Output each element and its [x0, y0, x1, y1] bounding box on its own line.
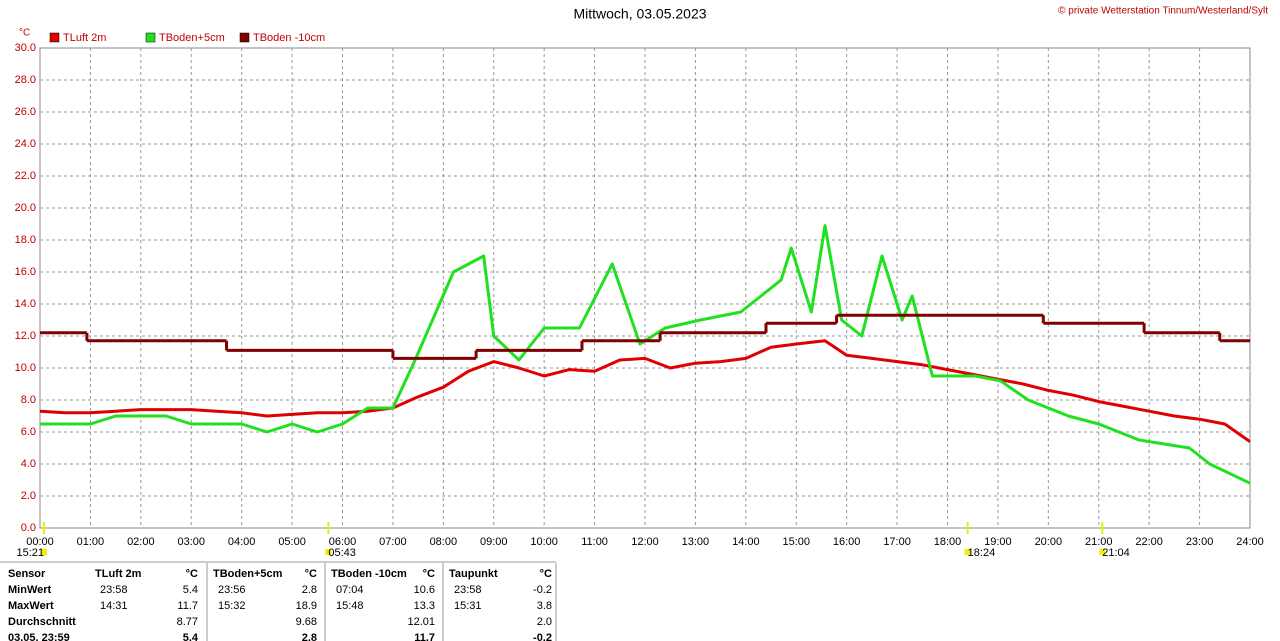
x-tick-label: 10:00 — [530, 536, 558, 548]
y-tick-label: 20.0 — [15, 202, 36, 214]
x-tick-label: 15:00 — [782, 536, 810, 548]
cell-value: 5.4 — [183, 632, 199, 641]
x-tick-label: 11:00 — [581, 536, 608, 548]
x-tick-label: 16:00 — [833, 536, 861, 548]
x-tick-label: 22:00 — [1135, 536, 1163, 548]
table-header: TBoden+5cm — [213, 568, 283, 580]
annotation-label: 15:21 — [17, 547, 45, 559]
cell-time: 23:56 — [218, 584, 246, 596]
row-label: MinWert — [8, 584, 52, 596]
y-tick-label: 10.0 — [15, 362, 36, 374]
cell-value: 2.8 — [302, 632, 317, 641]
cell-time: 15:31 — [454, 600, 482, 612]
x-tick-label: 02:00 — [127, 536, 155, 548]
x-tick-label: 09:00 — [480, 536, 508, 548]
legend-label: TBoden -10cm — [253, 32, 325, 44]
legend-label: TBoden+5cm — [159, 32, 225, 44]
table-header: Taupunkt — [449, 568, 498, 580]
table-header: °C — [305, 568, 317, 580]
cell-value: 10.6 — [414, 584, 435, 596]
row-label: MaxWert — [8, 600, 54, 612]
table-header: TLuft 2m — [95, 568, 142, 580]
cell-time: 14:31 — [100, 600, 128, 612]
cell-value: 8.77 — [177, 616, 198, 628]
x-tick-label: 07:00 — [379, 536, 407, 548]
chart-title: Mittwoch, 03.05.2023 — [573, 6, 706, 22]
x-tick-label: 06:00 — [329, 536, 357, 548]
legend-swatch — [239, 32, 250, 43]
y-tick-label: 4.0 — [21, 458, 36, 470]
x-tick-label: 20:00 — [1035, 536, 1063, 548]
y-tick-label: 18.0 — [15, 234, 36, 246]
cell-value: 11.7 — [177, 600, 198, 612]
annotation-icon — [41, 549, 48, 555]
x-tick-label: 04:00 — [228, 536, 256, 548]
annotation-label: 18:24 — [968, 547, 996, 559]
legend-swatch — [145, 32, 156, 43]
y-tick-label: 22.0 — [15, 170, 36, 182]
cell-time: 23:58 — [454, 584, 482, 596]
x-tick-label: 13:00 — [682, 536, 710, 548]
y-tick-label: 14.0 — [15, 298, 36, 310]
annotation-label: 21:04 — [1102, 547, 1130, 559]
table-header: °C — [540, 568, 552, 580]
cell-value: 12.01 — [407, 616, 435, 628]
cell-value: -0.2 — [533, 632, 552, 641]
cell-value: 11.7 — [414, 632, 435, 641]
y-tick-label: 26.0 — [15, 106, 36, 118]
x-tick-label: 12:00 — [631, 536, 659, 548]
cell-value: 2.0 — [537, 616, 552, 628]
table-header: TBoden -10cm — [331, 568, 407, 580]
x-tick-label: 23:00 — [1186, 536, 1214, 548]
annotation-icon — [1099, 549, 1106, 555]
series-line — [40, 224, 1251, 485]
cell-value: 9.68 — [296, 616, 317, 628]
x-tick-label: 17:00 — [883, 536, 911, 548]
y-tick-label: 24.0 — [15, 138, 36, 150]
y-tick-label: 2.0 — [21, 490, 36, 502]
table-header: °C — [423, 568, 435, 580]
copyright: © private Wetterstation Tinnum/Westerlan… — [1058, 6, 1268, 17]
y-tick-label: 30.0 — [15, 42, 36, 54]
cell-value: -0.2 — [533, 584, 552, 596]
x-tick-label: 03:00 — [177, 536, 205, 548]
series-line — [39, 339, 1251, 443]
x-tick-label: 05:00 — [278, 536, 306, 548]
cell-value: 2.8 — [302, 584, 317, 596]
table-header: Sensor — [8, 568, 46, 580]
x-tick-label: 01:00 — [77, 536, 105, 548]
cell-value: 18.9 — [296, 600, 317, 612]
table-header: °C — [186, 568, 198, 580]
annotation-label: 05:43 — [328, 547, 356, 559]
x-tick-label: 19:00 — [984, 536, 1012, 548]
cell-time: 15:48 — [336, 600, 364, 612]
cell-value: 13.3 — [414, 600, 435, 612]
legend-swatch — [49, 32, 60, 43]
row-label: 03.05. 23:59 — [8, 632, 70, 641]
y-tick-label: 0.0 — [21, 522, 36, 534]
annotation-icon — [964, 549, 971, 555]
cell-value: 3.8 — [537, 600, 552, 612]
x-tick-label: 08:00 — [430, 536, 458, 548]
x-tick-label: 14:00 — [732, 536, 760, 548]
y-tick-label: 6.0 — [21, 426, 36, 438]
x-tick-label: 24:00 — [1236, 536, 1264, 548]
y-tick-label: 16.0 — [15, 266, 36, 278]
annotation-icon — [325, 549, 332, 555]
x-tick-label: 18:00 — [934, 536, 962, 548]
cell-time: 23:58 — [100, 584, 128, 596]
cell-time: 15:32 — [218, 600, 246, 612]
legend-label: TLuft 2m — [63, 32, 106, 44]
x-tick-label: 21:00 — [1085, 536, 1113, 548]
y-unit: °C — [19, 28, 30, 39]
x-tick-label: 00:00 — [26, 536, 54, 548]
cell-time: 07:04 — [336, 584, 364, 596]
row-label: Durchschnitt — [8, 616, 76, 628]
y-tick-label: 12.0 — [15, 330, 36, 342]
cell-value: 5.4 — [183, 584, 198, 596]
y-tick-label: 28.0 — [15, 74, 36, 86]
y-tick-label: 8.0 — [21, 394, 36, 406]
